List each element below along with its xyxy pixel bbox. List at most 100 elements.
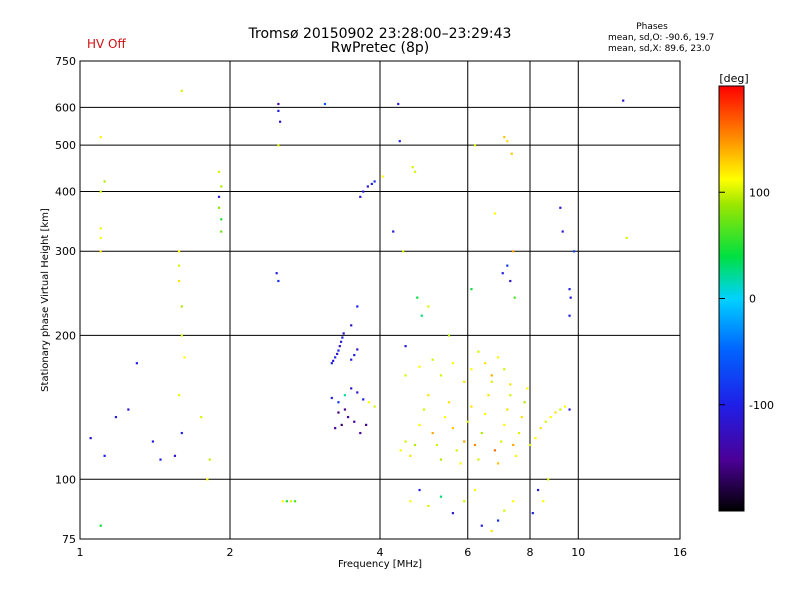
data-point: [127, 408, 130, 411]
data-point: [277, 102, 280, 106]
data-point: [338, 345, 341, 348]
data-point: [487, 394, 490, 397]
data-point: [398, 140, 401, 143]
data-point: [447, 401, 451, 404]
data-point: [463, 500, 466, 503]
data-point: [506, 408, 509, 411]
x-tick-label: 16: [673, 546, 687, 559]
data-point: [418, 365, 421, 368]
data-point: [496, 356, 500, 359]
x-axis-label: Frequency [MHz]: [338, 559, 422, 570]
y-tick-label: 100: [55, 473, 76, 486]
y-axis-ticks: 75 100 200 300 400 500 600 750: [55, 55, 76, 546]
data-point: [523, 401, 526, 404]
data-point: [404, 440, 407, 443]
data-point: [418, 423, 421, 427]
data-point: [353, 420, 356, 423]
data-point: [503, 509, 506, 512]
data-point: [343, 408, 347, 411]
data-point: [470, 288, 473, 291]
data-point: [365, 423, 368, 427]
data-point: [373, 405, 376, 408]
data-point: [534, 436, 537, 440]
data-point: [275, 272, 278, 275]
x-tick-label: 8: [527, 546, 534, 559]
data-point: [561, 230, 564, 233]
data-point: [463, 440, 466, 443]
data-point: [554, 411, 557, 414]
data-point: [334, 356, 337, 359]
data-point: [342, 332, 345, 335]
data-point: [373, 180, 376, 183]
data-point: [490, 529, 493, 533]
data-point: [337, 411, 340, 414]
colorbar-tick-label: -100: [749, 399, 774, 412]
data-point: [173, 454, 177, 457]
data-point: [470, 405, 473, 408]
data-point: [99, 524, 102, 527]
data-point: [217, 170, 221, 173]
data-point: [503, 423, 506, 427]
data-point: [404, 374, 407, 377]
data-point: [439, 374, 443, 377]
data-point: [559, 408, 562, 411]
phases-title: Phases: [636, 22, 668, 32]
data-point: [114, 415, 118, 419]
y-tick-label: 300: [55, 245, 76, 258]
x-tick-label: 1: [77, 546, 84, 559]
y-axis-label: Stationary phase Virtual Height [km]: [40, 208, 51, 392]
x-axis-ticks: 1 2 4 6 8 10 16: [77, 546, 688, 559]
chart-title: Tromsø 20150902 23:28:00–23:29:43: [248, 26, 512, 42]
data-point: [463, 380, 466, 383]
data-point: [422, 408, 426, 411]
data-point: [480, 524, 483, 527]
data-point: [180, 334, 183, 337]
data-point: [99, 190, 102, 193]
data-point: [99, 136, 102, 139]
data-point: [512, 500, 515, 503]
data-point: [208, 458, 211, 461]
data-point: [350, 324, 353, 327]
data-point: [220, 218, 223, 221]
data-point: [330, 362, 333, 365]
x-tick-label: 4: [377, 546, 384, 559]
data-point: [99, 250, 102, 253]
data-point: [512, 443, 515, 447]
data-point: [484, 362, 487, 365]
data-point: [180, 431, 183, 435]
x-tick-label: 2: [227, 546, 234, 559]
data-point: [277, 109, 280, 113]
data-point: [343, 394, 347, 397]
data-point: [409, 454, 412, 457]
data-point: [330, 396, 333, 400]
data-point: [435, 443, 438, 447]
data-point: [337, 349, 340, 352]
data-point: [536, 488, 540, 492]
data-point: [334, 427, 337, 430]
data-point: [277, 279, 280, 283]
data-point: [159, 458, 162, 461]
data-point: [177, 264, 181, 267]
data-point: [547, 478, 550, 481]
data-point: [339, 340, 343, 343]
data-point: [427, 394, 430, 397]
data-point: [431, 431, 434, 435]
y-tick-label: 750: [55, 55, 76, 68]
data-point: [451, 512, 455, 515]
data-point: [513, 296, 516, 299]
data-point: [512, 250, 515, 253]
colorbar-tick-label: 100: [749, 186, 770, 199]
chart-subtitle: RwPretec (8p): [330, 40, 430, 56]
data-point: [89, 436, 92, 440]
data-point: [568, 314, 571, 317]
data-point: [520, 415, 523, 419]
data-point: [397, 102, 400, 106]
data-point: [493, 449, 497, 452]
data-point: [151, 440, 155, 443]
data-point: [413, 443, 417, 447]
data-point: [531, 512, 534, 515]
data-point: [409, 500, 412, 503]
data-point: [206, 478, 209, 481]
data-point: [416, 296, 419, 299]
data-point: [350, 358, 353, 361]
